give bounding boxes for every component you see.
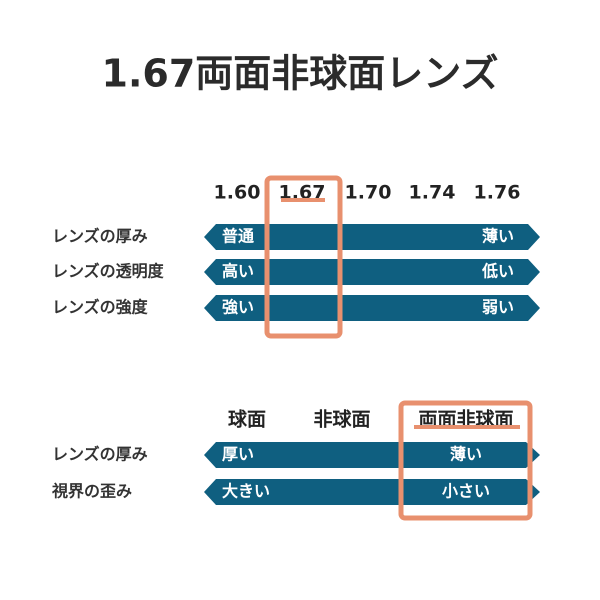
arrow-bar: [204, 479, 540, 505]
title: 1.67両面非球面レンズ: [102, 52, 499, 96]
bar-right-text: 薄い: [482, 227, 514, 246]
index-label: 1.70: [345, 182, 392, 204]
highlight-box: [264, 175, 343, 339]
arrow-bar: [204, 259, 540, 285]
row-label: 視界の歪み: [51, 482, 132, 501]
bar-left-text: 大きい: [222, 482, 270, 501]
bar-left-text: 強い: [222, 298, 254, 317]
bar-left-text: 普通: [222, 227, 254, 246]
highlight-underline: [281, 198, 325, 202]
arrow-bar: [204, 224, 540, 250]
bar-left-text: 高い: [222, 262, 254, 281]
arrow-bar: [204, 442, 540, 468]
bar-right-text: 弱い: [482, 298, 514, 317]
bar-left-text: 厚い: [222, 445, 254, 464]
index-label: 1.60: [214, 182, 261, 204]
bar-right-text: 低い: [481, 262, 514, 281]
row-label: レンズの透明度: [52, 262, 165, 281]
highlight-underline: [414, 425, 520, 429]
content: 1.60 1.67 1.70 1.74 1.76レンズの厚み 普通 薄いレンズの透明度 高い低…: [51, 175, 540, 521]
design-label: 両面非球面: [418, 408, 513, 431]
design-label: 非球面: [313, 408, 370, 431]
row-label: レンズの強度: [52, 298, 149, 317]
index-label: 1.76: [474, 182, 521, 204]
row-label: レンズの厚み: [52, 227, 148, 246]
highlight-box: [398, 400, 533, 521]
row-label: レンズの厚み: [52, 445, 148, 464]
arrow-bar: [204, 295, 540, 321]
bar-center-text: 小さい: [442, 482, 490, 501]
design-label: 球面: [228, 408, 266, 431]
index-label: 1.74: [409, 182, 456, 204]
bar-center-text: 薄い: [450, 445, 482, 464]
